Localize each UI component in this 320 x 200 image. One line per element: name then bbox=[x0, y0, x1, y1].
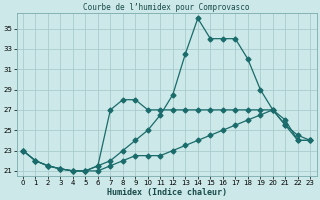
Title: Courbe de l’humidex pour Comprovasco: Courbe de l’humidex pour Comprovasco bbox=[83, 3, 250, 12]
X-axis label: Humidex (Indice chaleur): Humidex (Indice chaleur) bbox=[107, 188, 227, 197]
